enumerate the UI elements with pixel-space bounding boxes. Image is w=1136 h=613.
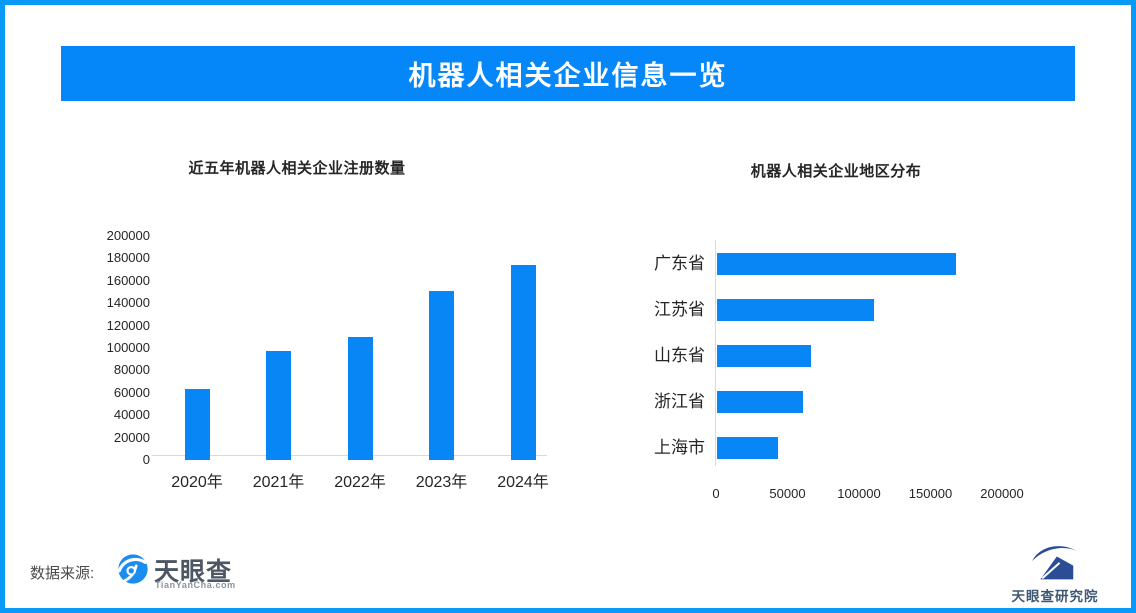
x-axis-category-label: 2021年 (252, 474, 305, 491)
bar-2024年 (510, 265, 536, 460)
x-axis-tick-label: 100000 (837, 486, 881, 501)
y-axis-tick-label: 180000 (106, 250, 150, 266)
y-axis-tick-label: 120000 (106, 317, 150, 333)
bar-上海市 (717, 437, 779, 459)
x-axis-category-label: 2022年 (334, 474, 386, 491)
x-axis-tick-label: 50000 (769, 486, 806, 501)
bar-2021年 (266, 351, 291, 460)
bar-广东省 (717, 253, 956, 275)
institute-logo: 天眼查研究院 (1000, 541, 1110, 607)
x-axis-category-label: 2024年 (497, 474, 549, 491)
y-axis-tick-label: 200000 (106, 228, 150, 243)
bar-山东省 (717, 345, 812, 367)
data-source-label: 数据来源: (30, 565, 95, 582)
category-label: 江苏省 (654, 300, 705, 319)
x-axis-category-label: 2020年 (171, 474, 223, 491)
bar-浙江省 (717, 391, 803, 413)
right-chart-axis-line (715, 240, 716, 466)
right-chart-title: 机器人相关企业地区分布 (750, 163, 922, 180)
title-banner: 机器人相关企业信息一览 (61, 46, 1075, 101)
x-axis-tick-label: 200000 (980, 486, 1024, 501)
institute-name: 天眼查研究院 (1011, 589, 1099, 604)
y-axis-tick-label: 0 (142, 452, 150, 467)
tianyancha-eye-icon (117, 554, 148, 584)
y-axis-tick-label: 160000 (106, 272, 150, 288)
category-label: 山东省 (654, 346, 705, 365)
category-label: 浙江省 (654, 392, 705, 411)
y-axis-tick-label: 100000 (106, 340, 150, 355)
y-axis-tick-label: 20000 (113, 429, 150, 445)
y-axis-tick-label: 40000 (113, 407, 150, 423)
x-axis-tick-label: 150000 (908, 486, 953, 501)
x-axis-tick-label: 0 (712, 486, 720, 501)
bar-2022年 (347, 336, 373, 460)
bar-2020年 (184, 389, 210, 460)
left-chart: 200000 180000 160000 140000 120000 100000 8000… (5, 5, 1131, 608)
tianyancha-logo-name: 天眼查 (154, 558, 233, 586)
left-chart-title: 近五年机器人相关企业注册数量 (188, 160, 406, 177)
tianyancha-logo: 天眼查 TianYanCha.com (117, 551, 242, 595)
category-label: 广东省 (654, 254, 705, 273)
category-label: 上海市 (654, 438, 705, 457)
tianyancha-institute-icon (1032, 546, 1077, 580)
bar-2023年 (429, 290, 454, 460)
x-axis-category-label: 2023年 (415, 474, 468, 491)
right-chart: 广东省 江苏省 山东省 浙江省 上海市 0 50000 100000 150000 200000 (5, 5, 1131, 608)
bar-江苏省 (717, 299, 875, 321)
y-axis-tick-label: 60000 (113, 384, 150, 400)
tianyancha-logo-domain: TianYanCha.com (155, 580, 236, 590)
page-title: 机器人相关企业信息一览 (408, 61, 728, 91)
y-axis-tick-label: 140000 (106, 295, 150, 311)
y-axis-tick-label: 80000 (113, 362, 150, 378)
